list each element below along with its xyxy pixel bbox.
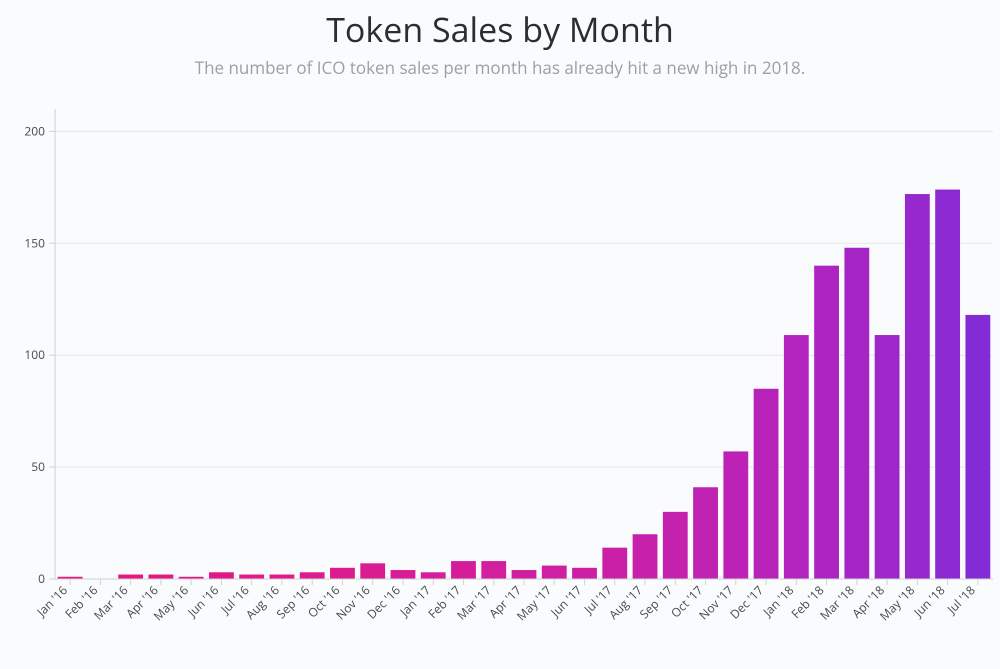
bar[interactable] bbox=[935, 190, 960, 579]
bar[interactable] bbox=[844, 248, 869, 579]
x-tick: Mar '16 bbox=[90, 579, 132, 623]
bar[interactable] bbox=[965, 315, 990, 579]
bar[interactable] bbox=[572, 568, 597, 579]
svg-text:100: 100 bbox=[24, 346, 45, 363]
bar[interactable] bbox=[542, 566, 567, 579]
x-tick: Jun '18 bbox=[909, 579, 948, 621]
svg-text:Nov '16: Nov '16 bbox=[332, 582, 374, 624]
bar[interactable] bbox=[602, 548, 627, 579]
svg-text:Aug '17: Aug '17 bbox=[605, 582, 646, 623]
bar[interactable] bbox=[391, 570, 416, 579]
bar[interactable] bbox=[814, 266, 839, 579]
bar[interactable] bbox=[148, 575, 173, 579]
bar[interactable] bbox=[663, 512, 688, 579]
svg-text:Mar '17: Mar '17 bbox=[453, 582, 495, 624]
bar[interactable] bbox=[512, 570, 537, 579]
svg-text:0: 0 bbox=[38, 570, 45, 587]
x-tick: Jun '16 bbox=[183, 579, 222, 621]
svg-text:Dec '16: Dec '16 bbox=[363, 582, 404, 623]
x-tick: May '18 bbox=[876, 579, 918, 624]
x-tick: Sep '17 bbox=[636, 579, 676, 622]
x-tick: May '16 bbox=[150, 579, 192, 624]
x-tick: Nov '17 bbox=[695, 579, 737, 623]
svg-text:200: 200 bbox=[24, 122, 45, 139]
svg-text:Mar '16: Mar '16 bbox=[90, 582, 132, 624]
bar[interactable] bbox=[209, 572, 234, 579]
svg-text:Sep '17: Sep '17 bbox=[636, 582, 676, 622]
svg-text:50: 50 bbox=[31, 458, 45, 475]
token-sales-bar-chart: 050100150200Jan '16Feb '16Mar '16Apr '16… bbox=[0, 79, 1000, 634]
bar[interactable] bbox=[633, 534, 658, 579]
x-tick: Aug '17 bbox=[605, 579, 646, 623]
y-tick: 200 bbox=[24, 122, 993, 139]
svg-text:Jun '18: Jun '18 bbox=[909, 582, 948, 621]
bar[interactable] bbox=[300, 572, 325, 579]
bar[interactable] bbox=[784, 335, 809, 579]
x-tick: Dec '17 bbox=[726, 579, 767, 623]
svg-text:150: 150 bbox=[24, 234, 45, 251]
x-tick: Jun '17 bbox=[546, 579, 585, 621]
bar[interactable] bbox=[451, 561, 476, 579]
x-tick: Sep '16 bbox=[273, 579, 313, 622]
chart-title: Token Sales by Month bbox=[0, 0, 1000, 52]
bar[interactable] bbox=[905, 194, 930, 579]
svg-text:Sep '16: Sep '16 bbox=[273, 582, 313, 622]
bar[interactable] bbox=[723, 451, 748, 579]
bar[interactable] bbox=[330, 568, 355, 579]
x-tick: Mar '18 bbox=[816, 579, 858, 623]
x-tick: May '17 bbox=[513, 579, 555, 624]
bar[interactable] bbox=[118, 575, 143, 579]
bar[interactable] bbox=[421, 572, 446, 579]
svg-text:Jun '16: Jun '16 bbox=[183, 582, 222, 621]
bar[interactable] bbox=[693, 487, 718, 579]
svg-text:Dec '17: Dec '17 bbox=[726, 582, 767, 623]
bar[interactable] bbox=[270, 575, 295, 579]
chart-subtitle: The number of ICO token sales per month … bbox=[0, 56, 1000, 79]
x-tick: Aug '16 bbox=[242, 579, 283, 623]
x-tick: Mar '17 bbox=[453, 579, 495, 623]
bar[interactable] bbox=[481, 561, 506, 579]
bar[interactable] bbox=[754, 389, 779, 579]
svg-text:Aug '16: Aug '16 bbox=[242, 582, 283, 623]
bar[interactable] bbox=[239, 575, 264, 579]
svg-text:Jul '18: Jul '18 bbox=[943, 582, 979, 618]
svg-text:Mar '18: Mar '18 bbox=[816, 582, 858, 624]
x-tick: Dec '16 bbox=[363, 579, 404, 623]
bar[interactable] bbox=[875, 335, 900, 579]
svg-text:Nov '17: Nov '17 bbox=[695, 582, 737, 624]
x-tick: Nov '16 bbox=[332, 579, 374, 623]
svg-text:Jun '17: Jun '17 bbox=[546, 582, 585, 621]
bar[interactable] bbox=[360, 563, 385, 579]
